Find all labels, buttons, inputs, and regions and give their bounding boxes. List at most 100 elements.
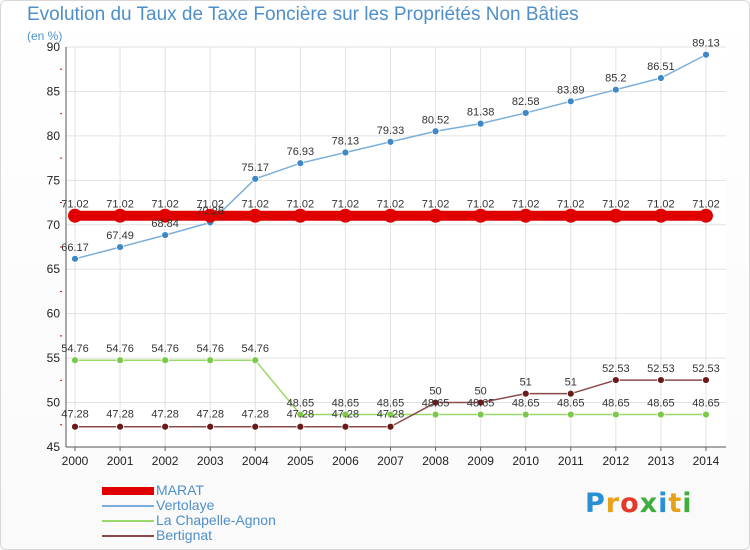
data-label: 78.13 xyxy=(332,136,360,148)
data-point xyxy=(383,208,398,223)
x-tick-label: 2014 xyxy=(693,454,720,468)
data-label: 79.33 xyxy=(377,125,405,137)
data-label: 48.65 xyxy=(692,398,720,410)
logo-letter: t xyxy=(668,488,683,519)
x-tick-label: 2008 xyxy=(422,454,449,468)
data-point xyxy=(296,410,305,419)
data-label: 54.76 xyxy=(106,343,134,355)
data-label: 71.02 xyxy=(106,199,134,211)
y-tick-label: 65 xyxy=(47,262,61,276)
data-point xyxy=(206,356,215,365)
data-point xyxy=(68,208,82,223)
data-point xyxy=(341,422,350,431)
data-point xyxy=(251,174,260,183)
data-label: 86.51 xyxy=(647,61,675,73)
data-point xyxy=(473,208,488,223)
data-point xyxy=(521,109,530,117)
data-label: 71.02 xyxy=(422,199,450,211)
data-point xyxy=(476,410,485,419)
data-label: 66.17 xyxy=(61,242,89,254)
y-tick-label: 85 xyxy=(47,84,61,98)
chart-title: Evolution du Taux de Taxe Foncière sur l… xyxy=(27,4,579,25)
data-point xyxy=(248,208,263,223)
data-point xyxy=(611,410,620,419)
x-tick-label: 2004 xyxy=(242,454,269,468)
data-label: 52.53 xyxy=(647,363,675,375)
data-label: 47.28 xyxy=(106,409,134,421)
data-label: 71.02 xyxy=(692,199,720,211)
x-tick-label: 2013 xyxy=(648,454,675,468)
data-label: 71.02 xyxy=(602,199,630,211)
data-label: 54.76 xyxy=(196,343,224,355)
data-label: 48.65 xyxy=(647,398,675,410)
logo-letter: o xyxy=(620,488,640,519)
proxiti-logo: Proxiti xyxy=(585,488,693,519)
x-tick-label: 2012 xyxy=(602,454,629,468)
data-point xyxy=(653,208,668,223)
data-point xyxy=(386,422,395,431)
data-label: 75.17 xyxy=(242,162,270,174)
data-point xyxy=(476,119,485,128)
data-point xyxy=(158,208,173,223)
data-label: 68.84 xyxy=(151,218,179,230)
data-point xyxy=(116,422,124,431)
data-label: 71.02 xyxy=(242,199,270,211)
x-tick-label: 2006 xyxy=(332,454,359,468)
data-point xyxy=(521,410,530,419)
data-label: 71.02 xyxy=(557,199,585,211)
x-tick-label: 2007 xyxy=(377,454,404,468)
data-label: 71.02 xyxy=(512,199,540,211)
data-point xyxy=(338,208,353,223)
data-point xyxy=(431,398,440,407)
data-label: 80.52 xyxy=(422,114,450,126)
data-point xyxy=(521,389,530,398)
data-label: 47.28 xyxy=(377,409,405,421)
x-tick-label: 2003 xyxy=(197,454,224,468)
data-point xyxy=(566,97,575,106)
data-point xyxy=(702,376,710,384)
data-label: 47.28 xyxy=(287,409,315,421)
data-label: 48.65 xyxy=(332,398,360,410)
legend-swatch xyxy=(102,505,154,507)
data-label: 54.76 xyxy=(61,343,89,355)
data-label: 81.38 xyxy=(467,107,495,119)
data-label: 67.49 xyxy=(106,230,134,242)
data-label: 47.28 xyxy=(242,409,270,421)
y-tick-label: 60 xyxy=(47,307,61,321)
data-point xyxy=(113,208,128,223)
logo-letter: P xyxy=(585,488,606,519)
data-point xyxy=(657,376,665,384)
data-label: 82.58 xyxy=(512,96,540,108)
data-point xyxy=(116,356,124,365)
data-label: 71.02 xyxy=(61,199,89,211)
data-point xyxy=(608,208,623,223)
x-tick-label: 2002 xyxy=(152,454,179,468)
data-label: 51 xyxy=(565,377,577,389)
y-tick-label: 80 xyxy=(47,129,61,143)
data-point xyxy=(702,410,710,419)
logo-letter: i xyxy=(682,488,693,519)
y-tick-label: 75 xyxy=(47,173,61,187)
data-label: 71.02 xyxy=(647,199,675,211)
data-label: 54.76 xyxy=(242,343,270,355)
legend-label: MARAT xyxy=(156,482,204,498)
data-label: 71.02 xyxy=(196,199,224,211)
data-label: 52.53 xyxy=(602,363,630,375)
data-label: 76.93 xyxy=(287,146,315,158)
data-label: 70.26 xyxy=(196,205,224,217)
data-label: 48.65 xyxy=(557,398,585,410)
data-point xyxy=(428,208,443,223)
data-label: 47.28 xyxy=(151,409,179,421)
logo-letter: r xyxy=(605,488,621,519)
data-label: 52.53 xyxy=(692,363,720,375)
x-tick-label: 2010 xyxy=(512,454,539,468)
data-point xyxy=(386,410,395,419)
data-point xyxy=(296,422,305,431)
data-point xyxy=(293,208,308,223)
data-point xyxy=(431,127,440,136)
data-label: 71.02 xyxy=(151,199,179,211)
data-label: 50 xyxy=(429,386,441,398)
data-label: 48.65 xyxy=(287,398,315,410)
data-label: 47.28 xyxy=(332,409,360,421)
